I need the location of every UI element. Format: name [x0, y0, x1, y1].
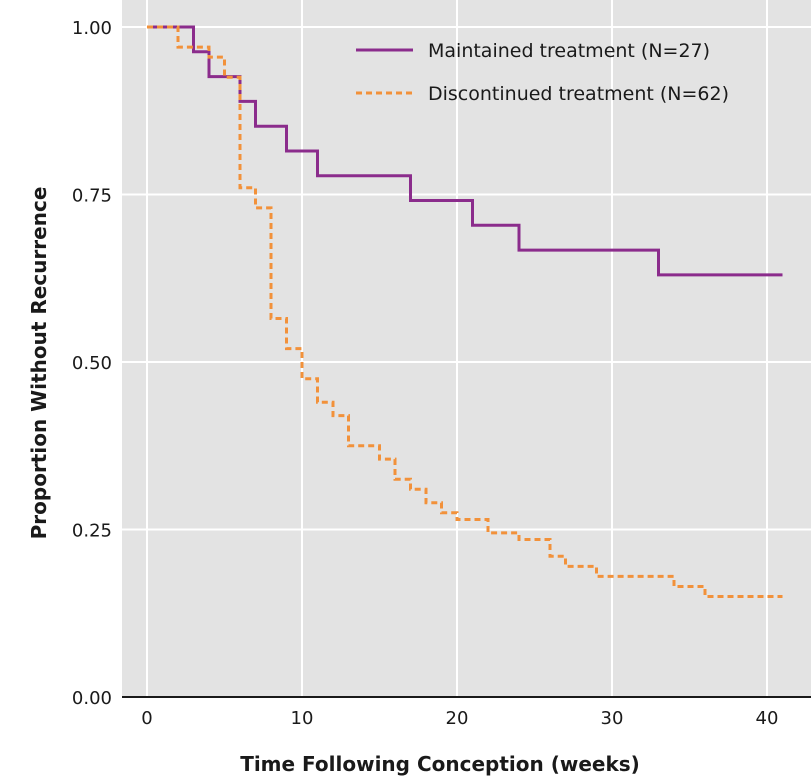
legend-label-maintained: Maintained treatment (N=27)	[428, 40, 710, 62]
y-tick-label: 0.75	[72, 186, 112, 207]
series-line-maintained	[147, 25, 783, 277]
legend-label-discontinued: Discontinued treatment (N=62)	[428, 83, 729, 105]
x-tick-label: 30	[601, 708, 624, 729]
x-tick-labels: 0 10 20 30 40	[141, 708, 778, 729]
y-tick-label: 0.50	[72, 353, 112, 374]
plot-area-background	[122, 0, 811, 697]
series-line-discontinued	[147, 25, 783, 598]
grid-lines	[122, 0, 811, 697]
x-tick-label: 0	[141, 708, 152, 729]
y-axis-title: Proportion Without Recurrence	[27, 187, 51, 540]
y-tick-label: 0.00	[72, 688, 112, 709]
y-tick-label: 1.00	[72, 18, 112, 39]
y-tick-label: 0.25	[72, 521, 112, 542]
x-tick-label: 20	[446, 708, 469, 729]
x-axis-title: Time Following Conception (weeks)	[240, 752, 640, 776]
x-tick-label: 10	[291, 708, 314, 729]
y-tick-labels: 0.00 0.25 0.50 0.75 1.00	[72, 18, 112, 709]
legend: Maintained treatment (N=27) Discontinued…	[356, 40, 729, 105]
x-tick-label: 40	[756, 708, 779, 729]
data-series	[147, 25, 783, 598]
